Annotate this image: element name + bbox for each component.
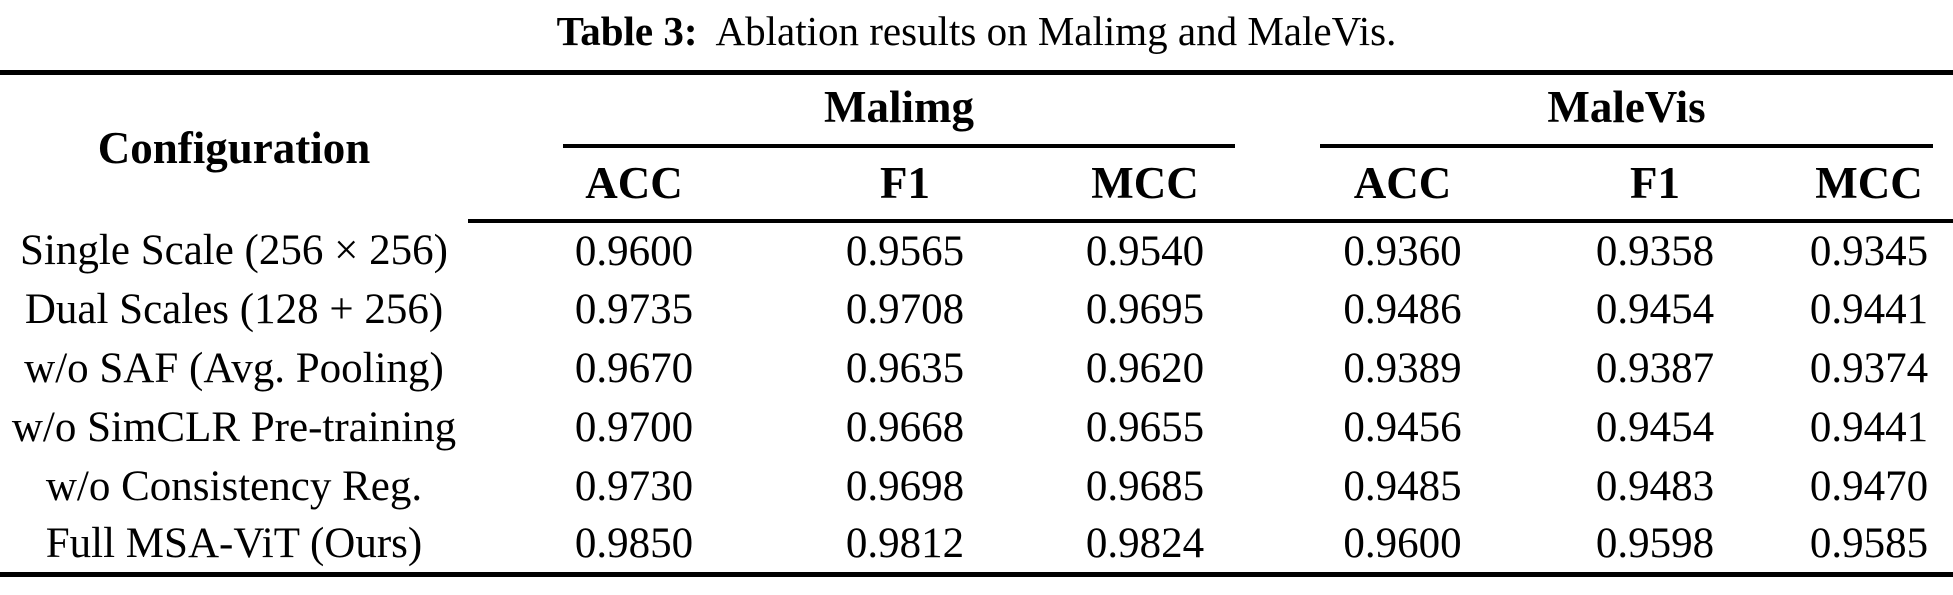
table-row-wo-consistency: w/o Consistency Reg. 0.9730 0.9698 0.968… [0, 457, 1953, 516]
group-header-malevis: MaleVis [1280, 73, 1953, 148]
column-header-malevis-f1: F1 [1525, 147, 1785, 223]
column-header-malimg-f1: F1 [800, 147, 1010, 223]
row-config-label: Full MSA-ViT (Ours) [45, 520, 423, 568]
metric-value: 0.9486 [1343, 285, 1462, 333]
metric-value: 0.9620 [1085, 344, 1205, 392]
metric-value: 0.9655 [1085, 403, 1205, 451]
metric-value: 0.9540 [1085, 227, 1205, 275]
metric-value: 0.9695 [1085, 285, 1205, 333]
table-body: Single Scale (256 × 256) 0.9600 0.9565 0… [0, 221, 1953, 575]
metric-header-row: ACC F1 MCC ACC F1 MCC [0, 147, 1953, 223]
metric-value: 0.9850 [574, 520, 694, 568]
column-header-malevis-mcc: MCC [1785, 147, 1953, 223]
metric-value: 0.9485 [1343, 462, 1462, 510]
row-config-label: Single Scale (256 × 256) [20, 226, 448, 274]
metric-value: 0.9454 [1595, 403, 1715, 451]
metric-value: 0.9454 [1595, 285, 1715, 333]
metric-value: 0.9735 [574, 285, 694, 333]
column-header-malimg-mcc: MCC [1010, 147, 1280, 223]
metric-value: 0.9358 [1595, 227, 1715, 275]
metric-value: 0.9360 [1343, 227, 1462, 275]
metric-value: 0.9812 [845, 520, 965, 568]
metric-value: 0.9441 [1809, 403, 1929, 451]
column-header-malevis-acc: ACC [1280, 147, 1525, 223]
metric-value: 0.9600 [574, 227, 694, 275]
group-header-malimg: Malimg [468, 73, 1280, 148]
group-header-row: Configuration Malimg MaleVis [0, 73, 1953, 173]
column-header-malimg-acc: ACC [468, 147, 800, 223]
metric-value: 0.9585 [1809, 520, 1929, 568]
table-row-single-scale: Single Scale (256 × 256) 0.9600 0.9565 0… [0, 221, 1953, 280]
metric-value: 0.9387 [1595, 344, 1715, 392]
metric-value: 0.9345 [1809, 227, 1929, 275]
metric-value: 0.9698 [845, 462, 965, 510]
metric-value: 0.9598 [1595, 520, 1715, 568]
metric-value: 0.9700 [574, 403, 694, 451]
table-row-wo-saf: w/o SAF (Avg. Pooling) 0.9670 0.9635 0.9… [0, 339, 1953, 398]
table-row-full-msa-vit: Full MSA-ViT (Ours) 0.9850 0.9812 0.9824… [0, 516, 1953, 575]
metric-value: 0.9600 [1343, 520, 1462, 568]
metric-value: 0.9635 [845, 344, 965, 392]
table-caption: Table 3: Ablation results on Malimg and M… [0, 0, 1953, 70]
row-config-label: w/o SAF (Avg. Pooling) [24, 344, 444, 392]
ablation-results-table: Configuration Malimg MaleVis ACC F1 MCC … [0, 70, 1953, 577]
table-header: Configuration Malimg MaleVis ACC F1 MCC … [0, 73, 1953, 223]
caption-text: Ablation results on Malimg and MaleVis. [715, 8, 1397, 54]
metric-value: 0.9708 [845, 285, 965, 333]
metric-value: 0.9374 [1809, 344, 1929, 392]
metric-value: 0.9470 [1809, 462, 1929, 510]
metric-value: 0.9730 [574, 462, 694, 510]
group-header-malimg-label: Malimg [563, 79, 1235, 148]
column-header-configuration: Configuration [97, 122, 371, 173]
table-row-dual-scales: Dual Scales (128 + 256) 0.9735 0.9708 0.… [0, 280, 1953, 339]
metric-value: 0.9824 [1085, 520, 1205, 568]
metric-value: 0.9456 [1343, 403, 1462, 451]
metric-value: 0.9685 [1085, 462, 1205, 510]
group-header-malevis-label: MaleVis [1320, 79, 1933, 148]
metric-value: 0.9668 [845, 403, 965, 451]
metric-value: 0.9389 [1343, 344, 1462, 392]
row-config-label: Dual Scales (128 + 256) [24, 285, 444, 333]
row-config-label: w/o SimCLR Pre-training [11, 403, 457, 451]
metric-value: 0.9565 [845, 227, 965, 275]
caption-label: Table 3: [556, 8, 698, 54]
row-config-label: w/o Consistency Reg. [45, 462, 423, 510]
metric-value: 0.9483 [1595, 462, 1715, 510]
metric-value: 0.9670 [574, 344, 694, 392]
table-row-wo-simclr: w/o SimCLR Pre-training 0.9700 0.9668 0.… [0, 398, 1953, 457]
metric-value: 0.9441 [1809, 285, 1929, 333]
